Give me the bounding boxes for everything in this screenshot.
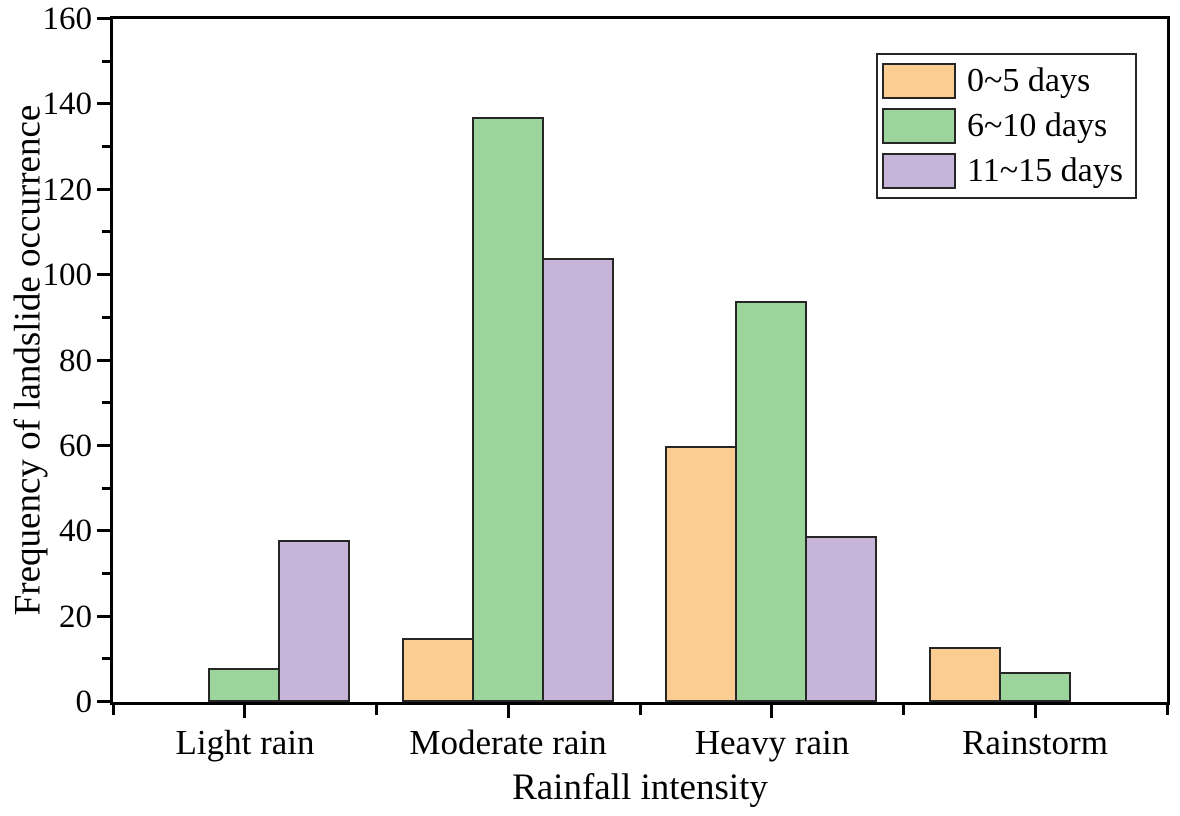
y-tick-label-0: 0 bbox=[75, 684, 93, 720]
bar-6-10-days-rainstorm bbox=[999, 672, 1071, 702]
y-tick-label-20: 20 bbox=[59, 599, 92, 635]
y-tick-label-100: 100 bbox=[42, 257, 93, 293]
y-minor-tick-150 bbox=[102, 60, 110, 63]
legend-label-6-10-days: 6~10 days bbox=[967, 107, 1108, 144]
legend-item-0-5-days: 0~5 days bbox=[882, 62, 1123, 100]
bar-11-15-days-moderate-rain bbox=[542, 258, 614, 702]
y-major-tick-40 bbox=[97, 529, 110, 532]
legend-item-6-10-days: 6~10 days bbox=[882, 107, 1123, 145]
bar-11-15-days-light-rain bbox=[278, 540, 350, 702]
y-major-tick-80 bbox=[97, 359, 110, 362]
x-tick-label-rainstorm: Rainstorm bbox=[962, 723, 1108, 762]
y-minor-tick-70 bbox=[102, 401, 110, 404]
bar-0-5-days-rainstorm bbox=[929, 647, 1001, 702]
y-major-tick-140 bbox=[97, 102, 110, 105]
x-major-tick-moderate-rain bbox=[507, 705, 510, 718]
bar-11-15-days-heavy-rain bbox=[805, 536, 877, 702]
bar-6-10-days-light-rain bbox=[208, 668, 280, 702]
x-major-tick-rainstorm bbox=[1034, 705, 1037, 718]
legend-item-11-15-days: 11~15 days bbox=[882, 152, 1123, 190]
x-boundary-tick-0 bbox=[112, 705, 115, 715]
legend-label-11-15-days: 11~15 days bbox=[967, 152, 1123, 189]
x-tick-label-heavy-rain: Heavy rain bbox=[694, 723, 850, 762]
bar-0-5-days-heavy-rain bbox=[665, 446, 737, 702]
y-minor-tick-90 bbox=[102, 316, 110, 319]
bar-0-5-days-moderate-rain bbox=[402, 638, 474, 702]
y-axis-title: Frequency of landslide occurrence bbox=[7, 104, 49, 616]
y-tick-label-120: 120 bbox=[42, 172, 93, 208]
y-minor-tick-130 bbox=[102, 145, 110, 148]
x-major-tick-heavy-rain bbox=[770, 705, 773, 718]
y-minor-tick-10 bbox=[102, 657, 110, 660]
x-boundary-tick-3 bbox=[902, 705, 905, 715]
y-minor-tick-50 bbox=[102, 487, 110, 490]
y-minor-tick-30 bbox=[102, 572, 110, 575]
x-tick-label-light-rain: Light rain bbox=[175, 723, 315, 762]
bar-6-10-days-moderate-rain bbox=[472, 117, 544, 702]
x-tick-label-moderate-rain: Moderate rain bbox=[409, 723, 607, 762]
y-major-tick-20 bbox=[97, 615, 110, 618]
y-major-tick-100 bbox=[97, 273, 110, 276]
legend: 0~5 days 6~10 days 11~15 days bbox=[876, 53, 1137, 199]
legend-label-0-5-days: 0~5 days bbox=[967, 62, 1091, 99]
y-tick-label-140: 140 bbox=[42, 86, 93, 122]
y-major-tick-60 bbox=[97, 444, 110, 447]
bar-6-10-days-heavy-rain bbox=[735, 301, 807, 702]
x-major-tick-light-rain bbox=[243, 705, 246, 718]
y-major-tick-160 bbox=[97, 17, 110, 20]
y-tick-label-60: 60 bbox=[59, 428, 92, 464]
x-axis-title: Rainfall intensity bbox=[512, 767, 768, 808]
x-boundary-tick-1 bbox=[375, 705, 378, 715]
y-major-tick-0 bbox=[97, 700, 110, 703]
x-boundary-tick-4 bbox=[1166, 705, 1169, 715]
y-tick-label-80: 80 bbox=[59, 343, 92, 379]
plot-area: 0~5 days 6~10 days 11~15 days bbox=[110, 16, 1170, 705]
y-tick-label-160: 160 bbox=[42, 1, 93, 37]
legend-swatch-11-15-days bbox=[882, 153, 956, 189]
legend-swatch-6-10-days bbox=[882, 108, 956, 144]
x-boundary-tick-2 bbox=[639, 705, 642, 715]
y-minor-tick-110 bbox=[102, 230, 110, 233]
y-tick-label-40: 40 bbox=[59, 513, 92, 549]
y-major-tick-120 bbox=[97, 188, 110, 191]
legend-swatch-0-5-days bbox=[882, 63, 956, 99]
